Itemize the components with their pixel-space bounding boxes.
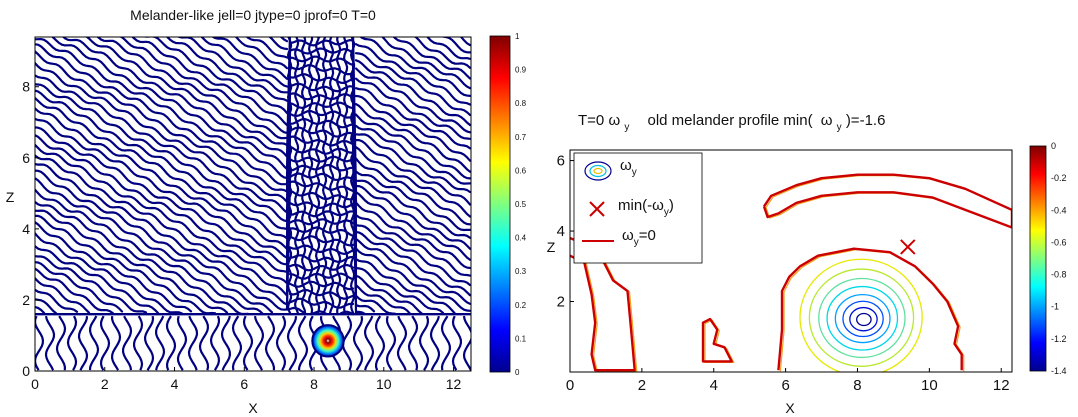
right-colorbar-tick-label: 0: [1051, 141, 1056, 151]
right-x-tick-label: 6: [781, 377, 789, 394]
right-x-tick-label: 0: [566, 377, 574, 394]
vorticity-level-3: [818, 277, 906, 359]
left-chart-title: Melander-like jell=0 jtype=0 jprof=0 T=0: [130, 7, 376, 23]
right-colorbar-tick-label: -0.2: [1051, 173, 1067, 183]
vorticity-level-2: [808, 268, 915, 367]
vorticity-level-7: [849, 306, 878, 332]
vorticity-level-5: [834, 293, 891, 344]
left-colorbar-tick-label: 0.6: [515, 166, 527, 175]
right-x-tick-label: 2: [638, 377, 646, 394]
vorticity-contours: [799, 258, 923, 372]
right-chart: T=0 ω y old melander profile min( ω y )=…: [547, 112, 1067, 416]
right-colorbar-tick-label: -1: [1051, 302, 1059, 312]
left-y-tick-label: 8: [22, 79, 30, 95]
left-y-tick-label: 4: [22, 221, 30, 237]
left-contour-field: [35, 37, 471, 371]
right-x-tick-label: 8: [853, 377, 861, 394]
right-plot-frame: [569, 149, 1013, 373]
right-colorbar-tick-label: -1.4: [1051, 366, 1067, 376]
right-y-tick-label: 2: [557, 294, 565, 311]
left-plot-frame: [34, 36, 472, 372]
left-x-tick-label: 10: [376, 376, 392, 392]
left-colorbar-tick-label: 0.1: [515, 334, 527, 343]
right-y-tick-label: 4: [557, 223, 565, 240]
legend: ωy min(-ωy) ωy=0: [573, 152, 703, 264]
legend-entry-zero: ωy=0: [582, 227, 656, 248]
svg-text:ωy: ωy: [620, 157, 637, 178]
right-y-axis: 2 4 6: [557, 153, 574, 311]
left-x-label: X: [248, 400, 258, 416]
vorticity-level-1: [799, 258, 923, 372]
left-x-axis: 0 2 4 6 8 10 12: [31, 367, 462, 392]
left-x-tick-label: 2: [101, 376, 109, 392]
left-y-tick-label: 2: [22, 292, 30, 308]
title-omega: ω: [608, 112, 620, 129]
left-colorbar-tick-label: 0: [515, 368, 520, 377]
left-y-tick-label: 6: [22, 150, 30, 166]
left-colorbar-tick-label: 0.4: [515, 234, 527, 243]
right-colorbar-tick-label: -0.8: [1051, 270, 1067, 280]
x-marker-icon: [589, 201, 605, 217]
zero-contour-big-lobe: [777, 247, 963, 371]
left-colorbar-tick-label: 1: [515, 32, 520, 41]
right-colorbar-tick-label: -0.4: [1051, 205, 1067, 215]
left-colorbar-tick-label: 0.8: [515, 99, 527, 108]
left-x-tick-label: 8: [310, 376, 318, 392]
title-end: )=-1.6: [846, 112, 886, 129]
left-y-axis: 0 2 4 6 8: [22, 79, 39, 379]
left-y-label: Z: [6, 189, 15, 205]
left-y-tick-label: 0: [22, 363, 30, 379]
title-omega2: ω: [821, 112, 833, 129]
left-colorbar-tick-label: 0.7: [515, 133, 527, 142]
left-colorbar-tick-label: 0.5: [515, 200, 527, 209]
left-x-tick-label: 12: [446, 376, 462, 392]
left-x-tick-label: 6: [240, 376, 248, 392]
left-colorbar-tick-label: 0.3: [515, 267, 527, 276]
upper-contours: [35, 37, 471, 316]
legend-entry-omega: ωy: [584, 157, 637, 181]
vortex-blob: [311, 324, 345, 358]
right-chart-title: T=0 ω y old melander profile min( ω y )=…: [578, 112, 885, 134]
vorticity-level-8: [856, 312, 872, 327]
min-marker: [900, 239, 916, 255]
title-omega-sub: y: [624, 122, 629, 133]
left-chart: Melander-like jell=0 jtype=0 jprof=0 T=0…: [6, 7, 527, 416]
right-colorbar-ticks: 0 -0.2 -0.4 -0.6 -0.8 -1 -1.2 -1.4: [1051, 141, 1067, 376]
right-x-tick-label: 12: [993, 377, 1010, 394]
vorticity-level-4: [826, 285, 899, 351]
zero-contour-upper-arc: [762, 173, 1012, 229]
legend-entry-min: min(-ωy): [589, 197, 674, 218]
right-colorbar-tick-label: -1.2: [1051, 334, 1067, 344]
left-colorbar-tick-label: 0.2: [515, 301, 527, 310]
left-colorbar: [489, 35, 511, 373]
svg-text:ωy=0: ωy=0: [622, 227, 656, 248]
zero-contour-small-bump: [701, 317, 733, 363]
title-time: T=0: [578, 112, 604, 129]
vorticity-level-6: [842, 300, 884, 338]
left-x-tick-label: 0: [31, 376, 39, 392]
title-mid: old melander profile min(: [648, 112, 813, 129]
right-x-axis: 0 2 4 6 8 10 12: [566, 368, 1010, 394]
marker-stroke: [900, 239, 916, 255]
right-colorbar: [1029, 145, 1047, 372]
left-colorbar-tick-label: 0.9: [515, 66, 527, 75]
title-omega2-sub: y: [837, 122, 842, 133]
right-x-label: X: [785, 400, 795, 416]
left-x-tick-label: 4: [171, 376, 179, 392]
right-x-tick-label: 10: [921, 377, 938, 394]
right-x-tick-label: 4: [710, 377, 718, 394]
left-colorbar-ticks: 0 0.1 0.2 0.3 0.4 0.5 0.6 0.7 0.8 0.9 1: [515, 32, 527, 377]
svg-text:min(-ωy): min(-ωy): [618, 197, 674, 218]
right-y-tick-label: 6: [557, 153, 565, 170]
right-y-label: Z: [547, 239, 556, 255]
right-colorbar-tick-label: -0.6: [1051, 237, 1067, 247]
